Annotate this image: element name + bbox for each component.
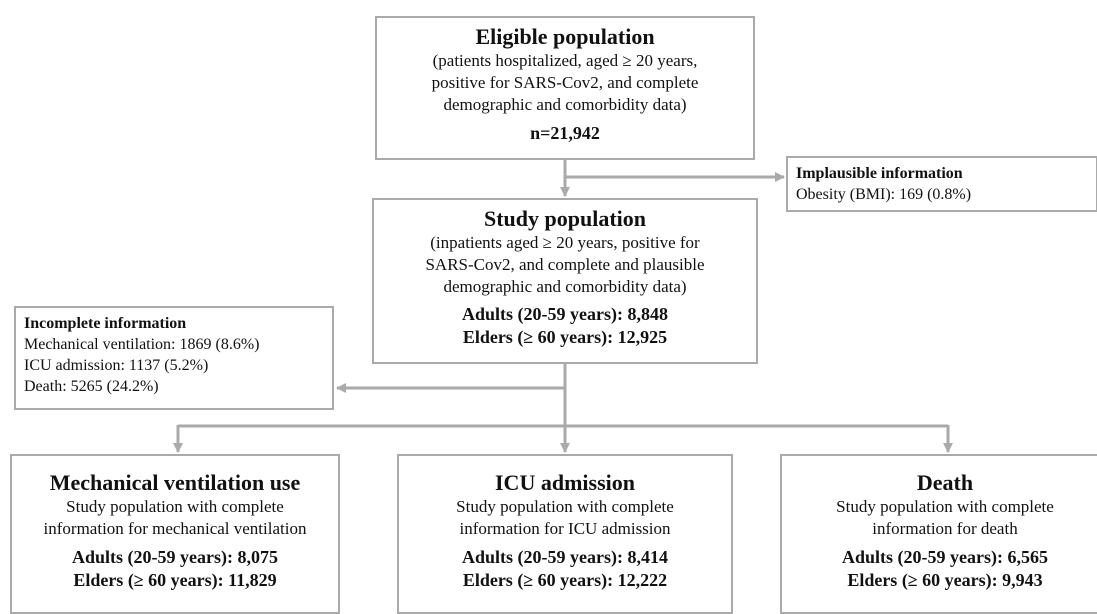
outcome-desc-line: Study population with complete — [836, 497, 1054, 516]
outcome-count-elders: Elders (≥ 60 years): 12,222 — [462, 570, 668, 590]
implausible-line: Obesity (BMI): 169 (0.8%) — [796, 186, 972, 203]
study-count-adults: Adults (20-59 years): 8,848 — [462, 304, 668, 324]
eligible-n: n=21,942 — [530, 123, 600, 143]
study-count-elders: Elders (≥ 60 years): 12,925 — [462, 327, 668, 347]
eligible-desc-line: positive for SARS-Cov2, and complete — [431, 73, 699, 92]
outcome-count-adults: Adults (20-59 years): 6,565 — [842, 547, 1048, 567]
incomplete-information-box: Incomplete information Mechanical ventil… — [14, 306, 334, 410]
outcome-desc-line: Study population with complete — [66, 497, 284, 516]
eligible-population-box: Eligible population (patients hospitaliz… — [375, 16, 755, 160]
outcome-desc-line: Study population with complete — [456, 497, 674, 516]
study-desc-line: SARS-Cov2, and complete and plausible — [425, 255, 705, 274]
study-population-box: Study population (inpatients aged ≥ 20 y… — [372, 198, 758, 364]
implausible-title: Implausible information — [796, 165, 963, 182]
eligible-title: Eligible population — [475, 24, 655, 49]
incomplete-line: Death: 5265 (24.2%) — [24, 378, 159, 395]
eligible-desc-line: demographic and comorbidity data) — [443, 95, 687, 114]
eligible-desc-line: (patients hospitalized, aged ≥ 20 years, — [432, 51, 698, 70]
implausible-information-box: Implausible information Obesity (BMI): 1… — [786, 156, 1097, 212]
outcome-desc-line: information for ICU admission — [459, 519, 671, 538]
incomplete-line: Mechanical ventilation: 1869 (8.6%) — [24, 336, 260, 353]
outcome-count-adults: Adults (20-59 years): 8,414 — [462, 547, 668, 567]
incomplete-title: Incomplete information — [24, 315, 187, 332]
outcome-desc-line: information for mechanical ventilation — [43, 519, 307, 538]
outcome-box-death: Death Study population with complete inf… — [780, 454, 1097, 614]
outcome-box-mechanical-ventilation: Mechanical ventilation use Study populat… — [10, 454, 340, 614]
study-desc-line: demographic and comorbidity data) — [443, 277, 687, 296]
outcome-title: Death — [916, 470, 974, 495]
outcome-desc-line: information for death — [872, 519, 1018, 538]
outcome-count-adults: Adults (20-59 years): 8,075 — [72, 547, 278, 567]
incomplete-line: ICU admission: 1137 (5.2%) — [24, 357, 209, 374]
outcome-count-elders: Elders (≥ 60 years): 11,829 — [73, 570, 277, 590]
outcome-title: Mechanical ventilation use — [49, 470, 301, 495]
study-title: Study population — [483, 206, 647, 231]
outcome-count-elders: Elders (≥ 60 years): 9,943 — [847, 570, 1043, 590]
outcome-box-icu-admission: ICU admission Study population with comp… — [397, 454, 733, 614]
study-desc-line: (inpatients aged ≥ 20 years, positive fo… — [430, 233, 700, 252]
outcome-title: ICU admission — [495, 470, 635, 495]
